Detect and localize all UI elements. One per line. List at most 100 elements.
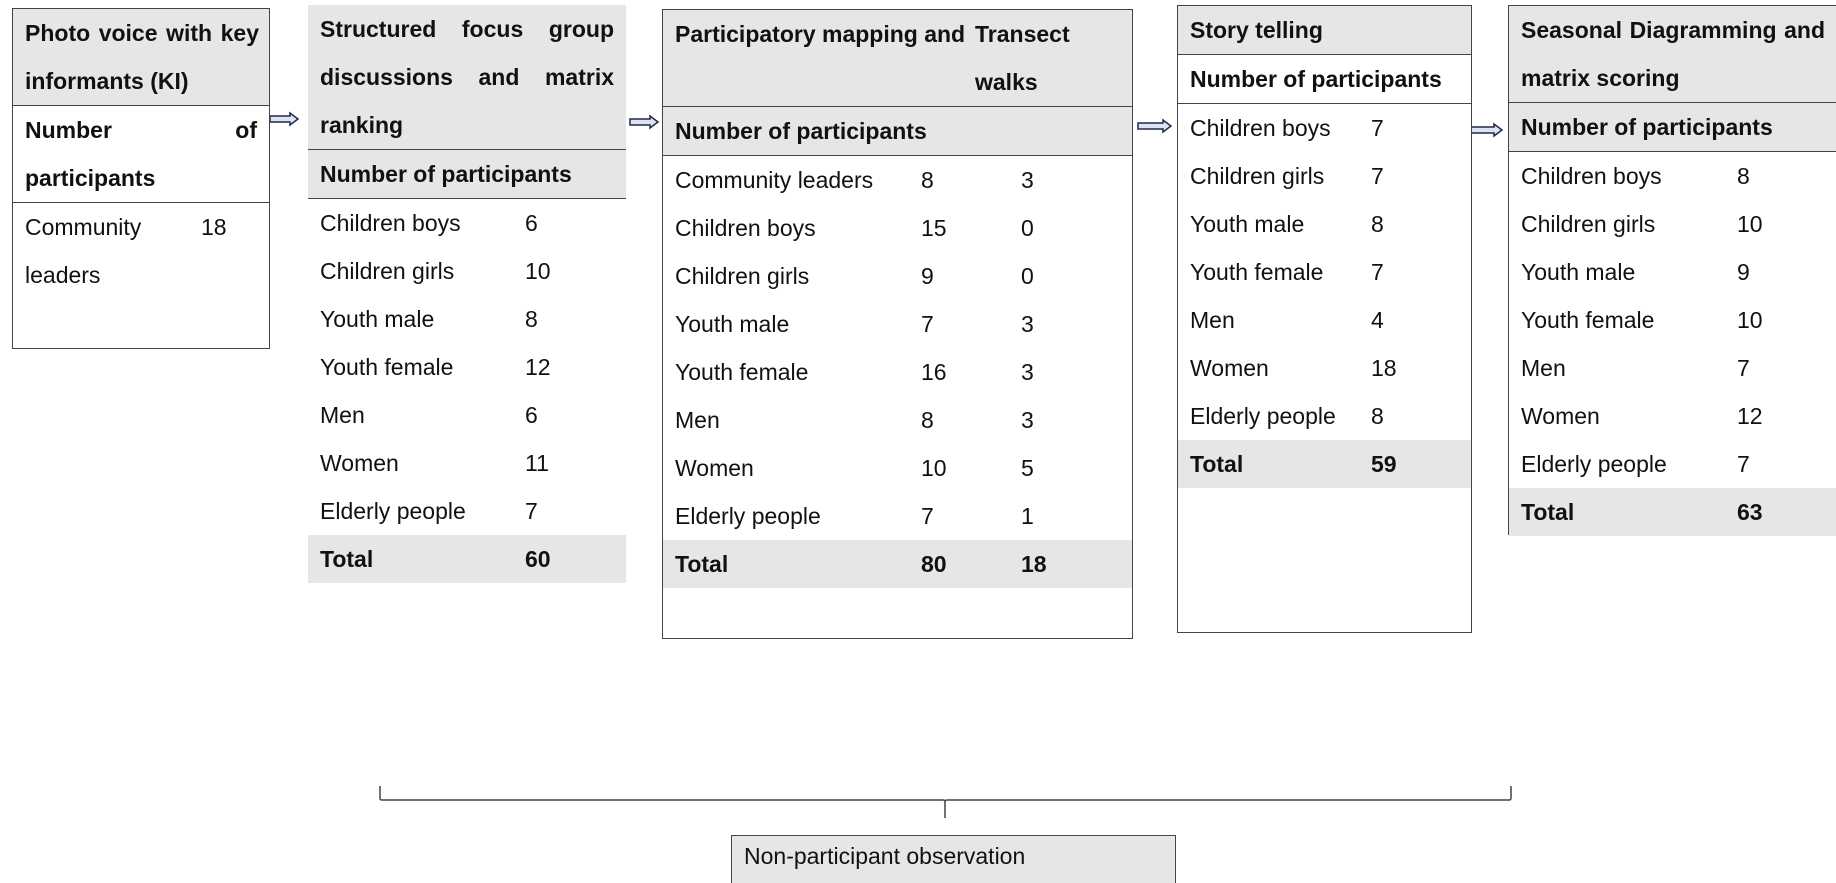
row-value: 59 bbox=[1371, 451, 1397, 477]
table-row: Children girls 7 bbox=[1178, 152, 1471, 200]
box-title: Structured focus group discussions and m… bbox=[308, 5, 626, 150]
row-label: Youth female bbox=[675, 359, 809, 385]
row-value: 7 bbox=[525, 498, 538, 524]
total-row: Total 80 18 bbox=[663, 540, 1132, 588]
arrow bbox=[269, 111, 300, 127]
row-value: 16 bbox=[921, 359, 947, 385]
table-row: Women 18 bbox=[1178, 344, 1471, 392]
row-value: 60 bbox=[525, 546, 551, 572]
total-row: Total 60 bbox=[308, 535, 626, 583]
row-value: 7 bbox=[1371, 163, 1384, 189]
row-label: Men bbox=[1521, 355, 1566, 381]
row-value: 9 bbox=[921, 263, 934, 289]
table-row: Women 10 5 bbox=[663, 444, 1132, 492]
table-row: Men 8 3 bbox=[663, 396, 1132, 444]
table-row: Children girls 10 bbox=[308, 247, 626, 295]
row-value: 7 bbox=[1737, 451, 1750, 477]
row-value: 10 bbox=[1737, 211, 1763, 237]
row-label: Total bbox=[675, 551, 729, 577]
row-value: 11 bbox=[525, 450, 549, 476]
table-row: Elderly people 7 1 bbox=[663, 492, 1132, 540]
row-label: Youth male bbox=[1521, 259, 1636, 285]
box-header: Number of participants bbox=[308, 150, 626, 199]
total-row: Total 63 bbox=[1509, 488, 1836, 536]
row-value: 3 bbox=[1021, 167, 1034, 193]
row-label: Community leaders bbox=[675, 167, 874, 193]
method-box: Structured focus group discussions and m… bbox=[308, 5, 626, 586]
table-row: Children boys 6 bbox=[308, 199, 626, 247]
table-row: Youth male 8 bbox=[308, 295, 626, 343]
row-label: Children girls bbox=[320, 258, 455, 284]
table-row: Children girls 10 bbox=[1509, 200, 1836, 248]
table-row: Youth female 10 bbox=[1509, 296, 1836, 344]
row-label: Total bbox=[320, 546, 374, 572]
row-value: 10 bbox=[1737, 307, 1763, 333]
row-label: Children boys bbox=[320, 210, 461, 236]
row-value: 10 bbox=[525, 258, 551, 284]
row-label: Children girls bbox=[1190, 163, 1325, 189]
box-header: Number of participants bbox=[663, 107, 1132, 156]
table-row: Children boys 15 0 bbox=[663, 204, 1132, 252]
table-row: Children girls 9 0 bbox=[663, 252, 1132, 300]
row-label: Men bbox=[1190, 307, 1235, 333]
box-title: Participatory mapping and Transect walks bbox=[663, 10, 1132, 107]
row-value: 8 bbox=[1737, 163, 1750, 189]
row-value: 7 bbox=[921, 311, 934, 337]
row-label: Elderly people bbox=[1190, 403, 1336, 429]
title-part: Photo voice with key informants (KI) bbox=[25, 20, 259, 94]
table-row: Men 7 bbox=[1509, 344, 1836, 392]
row-value: 3 bbox=[1021, 359, 1034, 385]
arrow bbox=[1137, 118, 1173, 134]
row-label: Children boys bbox=[1190, 115, 1331, 141]
arrow bbox=[1470, 122, 1504, 138]
table-row: Community leaders 8 3 bbox=[663, 156, 1132, 204]
row-value: 7 bbox=[921, 503, 934, 529]
title-part: Structured focus group discussions and m… bbox=[320, 16, 614, 138]
box-header: Number of participants bbox=[1178, 55, 1471, 104]
row-label: Total bbox=[1521, 499, 1575, 525]
table-row: Elderly people 7 bbox=[1509, 440, 1836, 488]
table-row: Men 6 bbox=[308, 391, 626, 439]
table-row: Youth female 7 bbox=[1178, 248, 1471, 296]
box-title: Story telling bbox=[1178, 6, 1471, 55]
row-label: Men bbox=[675, 407, 720, 433]
row-label: Youth male bbox=[675, 311, 790, 337]
row-label: Women bbox=[1521, 403, 1600, 429]
row-value: 18 bbox=[1371, 355, 1397, 381]
row-label: Children boys bbox=[1521, 163, 1662, 189]
row-value: 0 bbox=[1021, 215, 1034, 241]
row-value: 18 bbox=[1021, 551, 1047, 577]
row-label: Community leaders bbox=[25, 214, 142, 288]
title-part: Seasonal Diagramming and matrix scoring bbox=[1521, 17, 1825, 91]
row-value: 9 bbox=[1737, 259, 1750, 285]
row-label: Women bbox=[1190, 355, 1269, 381]
row-value: 80 bbox=[921, 551, 947, 577]
table-row: Children boys 8 bbox=[1509, 152, 1836, 200]
row-label: Women bbox=[320, 450, 399, 476]
row-value: 8 bbox=[1371, 211, 1384, 237]
table-row: Children boys 7 bbox=[1178, 104, 1471, 152]
title-part: Story telling bbox=[1190, 17, 1323, 43]
table-row: Youth male 8 bbox=[1178, 200, 1471, 248]
row-value: 8 bbox=[921, 167, 934, 193]
row-value: 63 bbox=[1737, 499, 1763, 525]
row-label: Elderly people bbox=[1521, 451, 1667, 477]
row-value: 18 bbox=[201, 214, 227, 240]
row-label: Youth female bbox=[1521, 307, 1655, 333]
row-value: 6 bbox=[525, 402, 538, 428]
row-value: 12 bbox=[525, 354, 551, 380]
title-part: Transect walks bbox=[975, 21, 1070, 95]
total-row: Total 59 bbox=[1178, 440, 1471, 488]
title-part: Participatory mapping and bbox=[675, 21, 966, 47]
row-label: Youth male bbox=[1190, 211, 1305, 237]
row-value: 12 bbox=[1737, 403, 1763, 429]
table-row: Youth male 9 bbox=[1509, 248, 1836, 296]
row-value: 7 bbox=[1371, 259, 1384, 285]
row-label: Children girls bbox=[1521, 211, 1656, 237]
row-value: 3 bbox=[1021, 407, 1034, 433]
box-title: Seasonal Diagramming and matrix scoring bbox=[1509, 6, 1836, 103]
observation-box: Non-participant observation bbox=[731, 835, 1176, 883]
method-box: Photo voice with key informants (KI) Numb… bbox=[12, 8, 270, 349]
